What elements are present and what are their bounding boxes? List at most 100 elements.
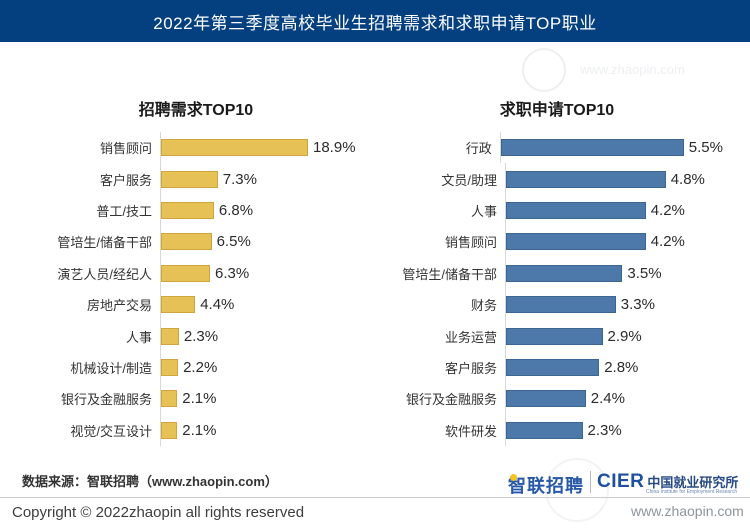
bar-value-label: 5.5% [688, 139, 723, 157]
bar-category-label: 文员/助理 [441, 172, 497, 188]
bar-value-label: 6.3% [215, 264, 250, 282]
bar-plot-area: 4.4% [160, 288, 378, 321]
watermark-text: www.zhaopin.com [580, 62, 685, 77]
bar-value-label: 2.3% [183, 327, 219, 345]
title-banner: 2022年第三季度高校毕业生招聘需求和求职申请TOP职业 [0, 0, 750, 42]
bar-plot-area: 6.8% [160, 194, 378, 227]
bar-value-label: 6.8% [218, 201, 254, 219]
bar-row: 管培生/储备干部 3.5% [353, 257, 723, 289]
bar-row: 视觉/交互设计 2.1% [8, 414, 378, 446]
bar-plot-area: 4.2% [505, 194, 723, 227]
bar-category-label: 人事 [125, 329, 152, 345]
bar [506, 264, 623, 282]
bar [506, 170, 666, 188]
bar [500, 139, 684, 157]
bar-value-label: 2.2% [183, 358, 218, 376]
bar-row: 银行及金融服务 2.1% [8, 383, 378, 415]
bar-plot-area: 4.8% [505, 163, 723, 195]
bar-row: 销售顾问 4.2% [353, 226, 723, 258]
bar-category-label: 银行及金融服务 [60, 392, 152, 408]
bar-row: 客户服务 7.3% [8, 163, 378, 195]
chart-demand-rows: 销售顾问 18.9% 客户服务 7.3% 普工/技工 6.8% 管培生/储备干部 6.5% 演艺… [8, 132, 378, 446]
bar-plot-area: 7.3% [160, 163, 378, 195]
bar-value-label: 2.1% [182, 390, 217, 408]
cier-logo-chinese: 中国就业研究所 [647, 475, 739, 490]
data-source-label: 数据来源：智联招聘（www.zhaopin.com） [22, 474, 278, 489]
bar-value-label: 6.5% [216, 233, 251, 251]
bar-value-label: 3.5% [627, 264, 662, 282]
bar-row: 人事 4.2% [353, 194, 723, 227]
chart-title-demand: 招聘需求TOP10 [138, 102, 254, 119]
copyright-text: Copyright © 2022zhaopin all rights reser… [12, 504, 305, 521]
bar-plot-area: 3.5% [505, 257, 723, 289]
bar-value-label: 2.8% [604, 358, 639, 376]
watermark-stamp-icon [545, 458, 609, 522]
bar-category-label: 软件研发 [444, 423, 497, 439]
bar-category-label: 机械设计/制造 [70, 360, 152, 376]
bar-value-label: 4.2% [650, 201, 685, 219]
bar-plot-area: 4.2% [505, 226, 723, 258]
bar [506, 421, 583, 439]
bar-row: 财务 3.3% [353, 288, 723, 321]
bar [506, 390, 586, 408]
bar [161, 327, 179, 345]
website-url: www.zhaopin.com [631, 503, 744, 519]
bar [161, 421, 178, 439]
bar-category-label: 人事 [470, 203, 497, 219]
bar-category-label: 银行及金融服务 [405, 392, 497, 408]
bar-row: 管培生/储备干部 6.5% [8, 226, 378, 258]
bar-value-label: 4.8% [670, 170, 705, 188]
bar-category-label: 普工/技工 [96, 203, 152, 219]
bar-row: 普工/技工 6.8% [8, 194, 378, 227]
chart-title-application: 求职申请TOP10 [499, 102, 615, 119]
page-title: 2022年第三季度高校毕业生招聘需求和求职申请TOP职业 [153, 13, 597, 33]
bar [161, 264, 210, 282]
bar [506, 327, 603, 345]
bar-row: 机械设计/制造 2.2% [8, 351, 378, 384]
bar-plot-area: 2.8% [505, 351, 723, 384]
bar [161, 139, 308, 157]
bar-category-label: 销售顾问 [444, 235, 497, 251]
watermark: www.zhaopin.com [522, 48, 732, 96]
bar-plot-area: 2.1% [160, 414, 378, 446]
bar-value-label: 2.9% [607, 327, 642, 345]
bar-plot-area: 5.5% [499, 132, 723, 164]
bar [161, 390, 178, 408]
bar-value-label: 7.3% [222, 170, 257, 188]
bar-row: 客户服务 2.8% [353, 351, 723, 384]
bar-category-label: 演艺人员/经纪人 [57, 266, 152, 282]
bar-category-label: 房地产交易 [86, 298, 152, 314]
bar-row: 文员/助理 4.8% [353, 163, 723, 195]
bar-category-label: 客户服务 [99, 172, 152, 188]
bar-plot-area: 18.9% [160, 132, 378, 164]
bar [161, 233, 212, 251]
bar [506, 233, 646, 251]
bar-row: 演艺人员/经纪人 6.3% [8, 257, 378, 289]
bar-plot-area: 6.5% [160, 226, 378, 258]
zhaopin-logo-dot-icon [510, 474, 517, 481]
bar [161, 358, 179, 376]
bar [161, 170, 218, 188]
chart-application-rows: 行政 5.5% 文员/助理 4.8% 人事 4.2% 销售顾问 4.2% 管培生/储备干部 3.5… [353, 132, 723, 446]
bar-category-label: 客户服务 [444, 360, 497, 376]
bar-row: 银行及金融服务 2.4% [353, 383, 723, 415]
bar-category-label: 销售顾问 [99, 141, 152, 157]
bar-category-label: 管培生/储备干部 [402, 266, 497, 282]
bar-value-label: 4.2% [650, 233, 685, 251]
bar-row: 销售顾问 18.9% [8, 132, 378, 164]
bar-value-label: 3.3% [620, 296, 655, 314]
bar-plot-area: 2.9% [505, 320, 723, 352]
bar-plot-area: 2.3% [160, 320, 378, 352]
bar-value-label: 18.9% [313, 139, 356, 157]
bar-category-label: 管培生/储备干部 [57, 235, 152, 251]
watermark-stamp-icon [522, 48, 566, 92]
bar [506, 358, 600, 376]
bar-category-label: 业务运营 [444, 329, 497, 345]
bar-plot-area: 6.3% [160, 257, 378, 289]
bar-row: 人事 2.3% [8, 320, 378, 352]
bar-value-label: 4.4% [200, 296, 235, 314]
cier-logo: CIER 中国就业研究所 [597, 471, 738, 493]
bar [161, 201, 214, 219]
bar-row: 房地产交易 4.4% [8, 288, 378, 321]
